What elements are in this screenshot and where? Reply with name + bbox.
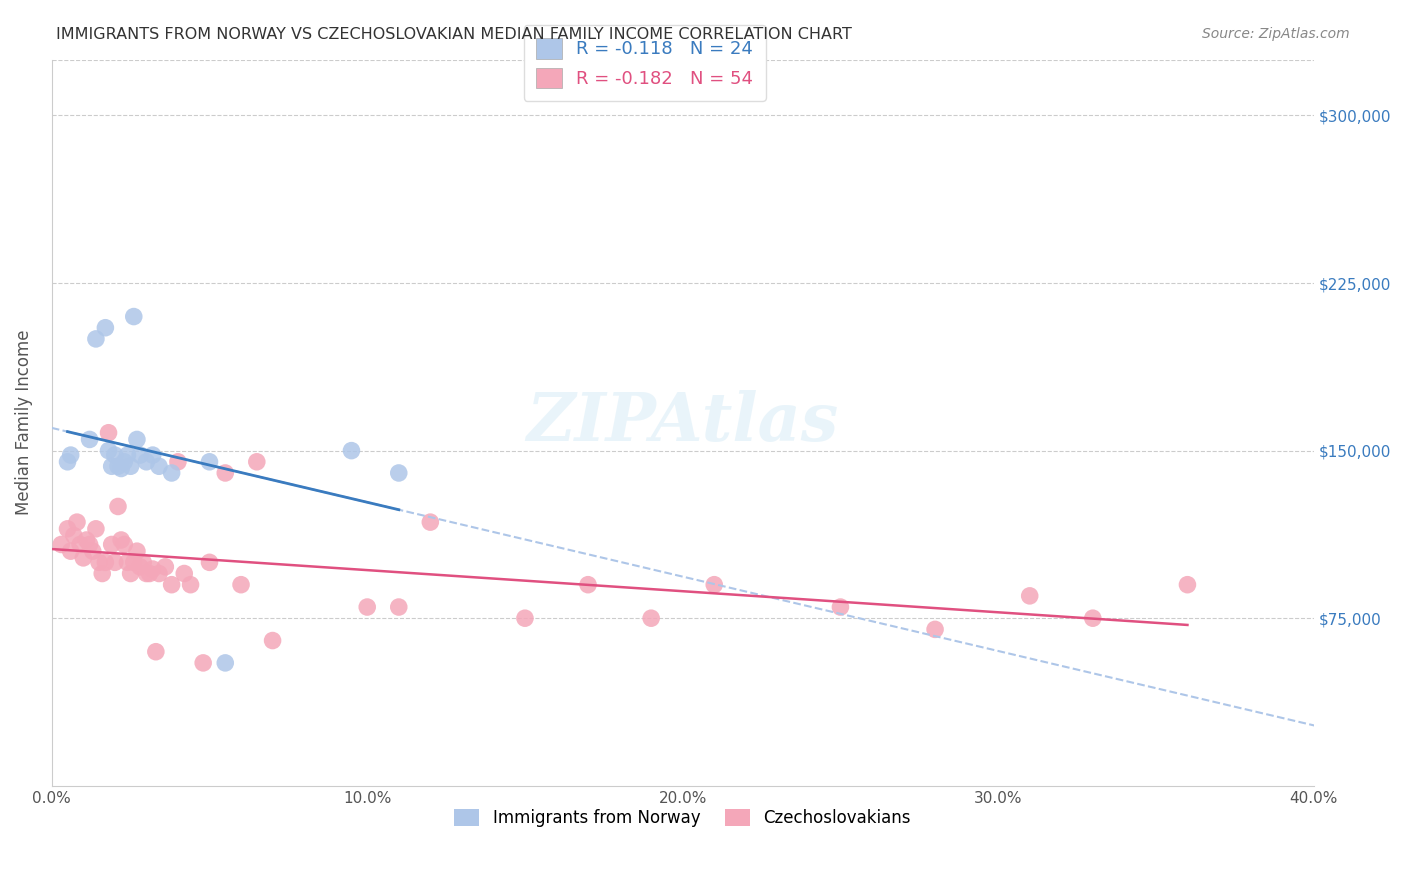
Point: [51, 537, 73, 551]
Point: [193, 656, 215, 670]
Point: [82, 544, 104, 558]
Point: [214, 656, 236, 670]
Point: [63, 528, 86, 542]
Point: [84, 332, 107, 346]
Point: [148, 566, 170, 581]
Point: [122, 310, 145, 324]
Point: [640, 611, 662, 625]
Text: ZIPAtlas: ZIPAtlas: [527, 390, 839, 455]
Legend: Immigrants from Norway, Czechoslovakians: Immigrants from Norway, Czechoslovakians: [446, 801, 920, 836]
Point: [107, 500, 129, 514]
Point: [214, 466, 236, 480]
Point: [173, 566, 195, 581]
Point: [100, 459, 122, 474]
Point: [69, 537, 91, 551]
Point: [167, 455, 190, 469]
Point: [246, 455, 269, 469]
Point: [120, 566, 142, 581]
Point: [180, 577, 202, 591]
Point: [59, 544, 82, 558]
Text: IMMIGRANTS FROM NORWAY VS CZECHOSLOVAKIAN MEDIAN FAMILY INCOME CORRELATION CHART: IMMIGRANTS FROM NORWAY VS CZECHOSLOVAKIA…: [56, 27, 852, 42]
Point: [142, 562, 165, 576]
Point: [198, 455, 221, 469]
Point: [94, 555, 117, 569]
Point: [125, 544, 148, 558]
Point: [229, 577, 252, 591]
Point: [56, 522, 79, 536]
Point: [148, 459, 170, 474]
Point: [138, 566, 160, 581]
Point: [112, 455, 135, 469]
Point: [419, 515, 441, 529]
Point: [79, 537, 101, 551]
Point: [1081, 611, 1104, 625]
Text: Source: ZipAtlas.com: Source: ZipAtlas.com: [1202, 27, 1350, 41]
Point: [112, 537, 135, 551]
Point: [135, 566, 157, 581]
Point: [117, 555, 139, 569]
Point: [830, 600, 852, 615]
Point: [87, 555, 110, 569]
Point: [145, 645, 167, 659]
Point: [107, 459, 129, 474]
Point: [59, 448, 82, 462]
Point: [129, 559, 152, 574]
Y-axis label: Median Family Income: Median Family Income: [15, 330, 32, 516]
Point: [104, 448, 127, 462]
Point: [84, 522, 107, 536]
Point: [122, 555, 145, 569]
Point: [155, 559, 177, 574]
Point: [135, 455, 157, 469]
Point: [703, 577, 725, 591]
Point: [79, 433, 101, 447]
Point: [110, 461, 132, 475]
Point: [94, 320, 117, 334]
Point: [100, 537, 122, 551]
Point: [513, 611, 536, 625]
Point: [340, 443, 363, 458]
Point: [924, 623, 946, 637]
Point: [356, 600, 378, 615]
Point: [97, 425, 120, 440]
Point: [1177, 577, 1199, 591]
Point: [125, 433, 148, 447]
Point: [120, 459, 142, 474]
Point: [129, 448, 152, 462]
Point: [104, 555, 127, 569]
Point: [91, 566, 114, 581]
Point: [388, 466, 411, 480]
Point: [66, 515, 89, 529]
Point: [160, 577, 183, 591]
Point: [110, 533, 132, 547]
Point: [1018, 589, 1040, 603]
Point: [132, 555, 155, 569]
Point: [56, 455, 79, 469]
Point: [142, 448, 165, 462]
Point: [160, 466, 183, 480]
Point: [576, 577, 599, 591]
Point: [75, 533, 97, 547]
Point: [198, 555, 221, 569]
Point: [117, 448, 139, 462]
Point: [388, 600, 411, 615]
Point: [262, 633, 284, 648]
Point: [72, 550, 94, 565]
Point: [97, 443, 120, 458]
